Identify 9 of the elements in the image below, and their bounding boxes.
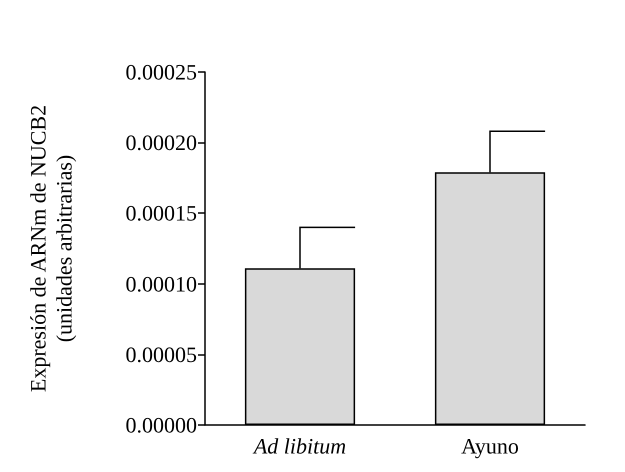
y-tick-label: 0.00000 [126, 412, 197, 438]
x-tick-label: Ayuno [461, 434, 519, 458]
y-tick-label: 0.00015 [126, 200, 197, 226]
y-tick-label: 0.00025 [126, 60, 197, 84]
y-tick-label: 0.00020 [126, 130, 197, 156]
x-tick-label: Ad libitum [252, 434, 346, 458]
y-tick-label: 0.00005 [126, 342, 197, 367]
y-tick-label: 0.00010 [126, 271, 197, 296]
y-axis-title: Expresión de ARNm de NUCB2 (unidades arbitrarias) [26, 104, 76, 392]
